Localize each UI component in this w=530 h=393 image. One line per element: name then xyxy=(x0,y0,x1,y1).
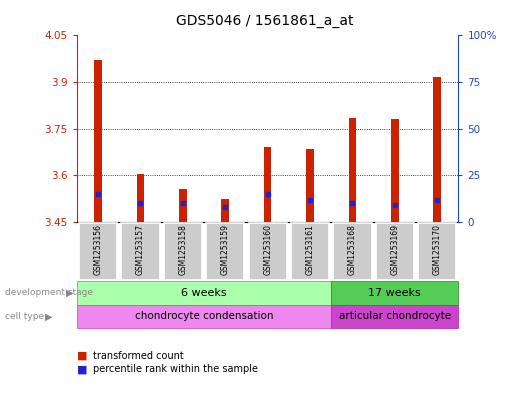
Bar xyxy=(164,222,202,281)
Text: GSM1253156: GSM1253156 xyxy=(94,224,102,275)
Text: 6 weeks: 6 weeks xyxy=(181,288,227,298)
Bar xyxy=(94,60,102,222)
Text: GSM1253157: GSM1253157 xyxy=(136,224,145,275)
Bar xyxy=(222,199,229,222)
Text: transformed count: transformed count xyxy=(93,351,183,361)
Bar xyxy=(306,149,314,222)
Bar xyxy=(137,174,144,222)
Bar xyxy=(349,118,356,222)
Text: GDS5046 / 1561861_a_at: GDS5046 / 1561861_a_at xyxy=(176,14,354,28)
Text: percentile rank within the sample: percentile rank within the sample xyxy=(93,364,258,375)
Text: GSM1253158: GSM1253158 xyxy=(179,224,187,275)
Bar xyxy=(391,119,399,222)
Bar xyxy=(264,147,271,222)
Bar xyxy=(179,189,187,222)
Bar xyxy=(291,222,329,281)
Text: GSM1253170: GSM1253170 xyxy=(433,224,441,275)
Bar xyxy=(333,222,372,281)
Text: GSM1253169: GSM1253169 xyxy=(391,224,399,275)
Text: ■: ■ xyxy=(77,351,87,361)
Bar xyxy=(249,222,287,281)
Text: chondrocyte condensation: chondrocyte condensation xyxy=(135,311,273,321)
Text: ■: ■ xyxy=(77,364,87,375)
Bar xyxy=(434,77,441,222)
Text: GSM1253160: GSM1253160 xyxy=(263,224,272,275)
Text: ▶: ▶ xyxy=(66,288,74,298)
Text: GSM1253161: GSM1253161 xyxy=(306,224,314,275)
Bar xyxy=(121,222,160,281)
Text: 17 weeks: 17 weeks xyxy=(368,288,421,298)
Bar xyxy=(79,222,117,281)
Bar xyxy=(206,222,244,281)
Text: articular chondrocyte: articular chondrocyte xyxy=(339,311,451,321)
Text: GSM1253168: GSM1253168 xyxy=(348,224,357,275)
Text: cell type: cell type xyxy=(5,312,45,321)
Bar xyxy=(418,222,456,281)
Text: GSM1253159: GSM1253159 xyxy=(221,224,229,275)
Bar xyxy=(376,222,414,281)
Text: ▶: ▶ xyxy=(45,311,52,321)
Text: development stage: development stage xyxy=(5,288,93,297)
